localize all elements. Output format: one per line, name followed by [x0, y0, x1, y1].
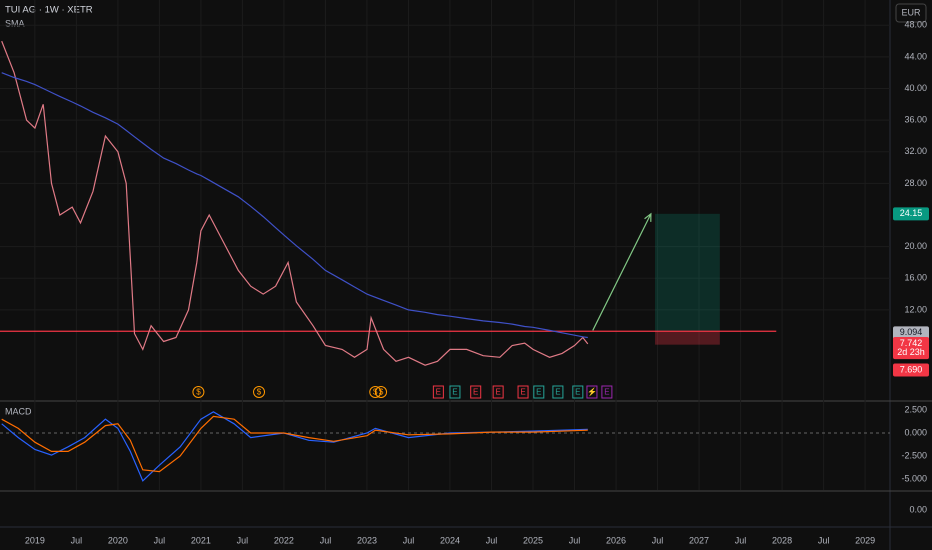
- x-tick-label: 2028: [772, 535, 792, 545]
- currency-button[interactable]: [895, 3, 927, 23]
- x-tick-label: 2029: [855, 535, 875, 545]
- indicator-label: SMA: [5, 18, 25, 28]
- price-label-bg: [893, 346, 929, 360]
- event-label[interactable]: $: [196, 388, 201, 397]
- x-tick-label: Jul: [320, 535, 332, 545]
- y-tick-label: 0.00: [909, 504, 927, 514]
- earnings-icon[interactable]: [552, 385, 564, 399]
- earnings-icon[interactable]: [517, 385, 529, 399]
- earnings-icon[interactable]: [586, 385, 598, 399]
- price-line: [1, 411, 588, 482]
- x-tick-label: Jul: [818, 535, 830, 545]
- y-tick-label: 36.00: [904, 115, 927, 125]
- currency-label[interactable]: EUR: [901, 7, 921, 17]
- event-label[interactable]: E: [555, 388, 560, 397]
- dividend-icon[interactable]: [375, 386, 388, 398]
- dividend-icon[interactable]: [253, 386, 266, 398]
- event-label[interactable]: $: [379, 388, 384, 397]
- price-label-bg: [893, 326, 929, 340]
- event-label[interactable]: E: [604, 388, 609, 397]
- x-tick-label: Jul: [569, 535, 581, 545]
- event-label[interactable]: E: [452, 388, 457, 397]
- price-label: 7.742: [900, 338, 923, 348]
- y-tick-label: 16.00: [904, 273, 927, 283]
- indicator-line: [1, 415, 588, 473]
- price-label: 7.690: [900, 364, 923, 374]
- earnings-icon[interactable]: [449, 385, 461, 399]
- event-label[interactable]: ⚡: [587, 387, 597, 397]
- x-tick-label: 2024: [440, 535, 460, 545]
- earnings-icon[interactable]: [533, 385, 545, 399]
- x-tick-label: Jul: [486, 535, 498, 545]
- x-tick-label: Jul: [735, 535, 747, 545]
- event-label[interactable]: E: [536, 388, 541, 397]
- symbol-title: TUI AG · 1W · XETR: [5, 5, 93, 16]
- y-tick-label: 28.00: [904, 178, 927, 188]
- price-label: 9.094: [900, 327, 923, 337]
- x-tick-label: Jul: [71, 535, 83, 545]
- y-tick-label: -2.500: [901, 450, 927, 460]
- x-tick-label: Jul: [237, 535, 249, 545]
- x-tick-label: 2022: [274, 535, 294, 545]
- price-label: 24.15: [900, 208, 923, 218]
- indicator-line: [1, 72, 588, 339]
- x-tick-label: 2027: [689, 535, 709, 545]
- y-tick-label: 0.000: [904, 427, 927, 437]
- price-label-bg: [893, 207, 929, 221]
- y-tick-label: 44.00: [904, 51, 927, 61]
- earnings-icon[interactable]: [432, 385, 444, 399]
- y-tick-label: -5.000: [901, 473, 927, 483]
- earnings-icon[interactable]: [601, 385, 613, 399]
- arrow: [592, 212, 652, 331]
- x-tick-label: 2020: [108, 535, 128, 545]
- target-zone: [655, 213, 720, 332]
- price-label: 2d 23h: [897, 347, 925, 357]
- x-tick-label: Jul: [154, 535, 166, 545]
- price-label-bg: [893, 363, 929, 377]
- event-label[interactable]: E: [473, 388, 478, 397]
- earnings-icon[interactable]: [492, 385, 504, 399]
- y-tick-label: 32.00: [904, 146, 927, 156]
- y-tick-label: 12.00: [904, 304, 927, 314]
- y-tick-label: 20.00: [904, 241, 927, 251]
- event-label[interactable]: E: [436, 388, 441, 397]
- y-tick-label: 40.00: [904, 83, 927, 93]
- y-tick-label: 48.00: [904, 20, 927, 30]
- earnings-icon[interactable]: [572, 385, 584, 399]
- event-label[interactable]: E: [520, 388, 525, 397]
- event-label[interactable]: $: [257, 388, 262, 397]
- stop-zone: [655, 331, 720, 345]
- x-tick-label: 2023: [357, 535, 377, 545]
- event-label[interactable]: E: [575, 388, 580, 397]
- x-tick-label: 2019: [25, 535, 45, 545]
- x-tick-label: Jul: [652, 535, 664, 545]
- x-tick-label: 2026: [606, 535, 626, 545]
- x-tick-label: 2025: [523, 535, 543, 545]
- macd-label: MACD: [5, 406, 32, 416]
- x-tick-label: 2021: [191, 535, 211, 545]
- event-label[interactable]: E: [495, 388, 500, 397]
- x-tick-label: Jul: [403, 535, 415, 545]
- dividend-icon[interactable]: [192, 386, 205, 398]
- dividend-icon[interactable]: [369, 386, 382, 398]
- price-line: [1, 40, 589, 366]
- y-tick-label: 2.500: [904, 404, 927, 414]
- earnings-icon[interactable]: [470, 385, 482, 399]
